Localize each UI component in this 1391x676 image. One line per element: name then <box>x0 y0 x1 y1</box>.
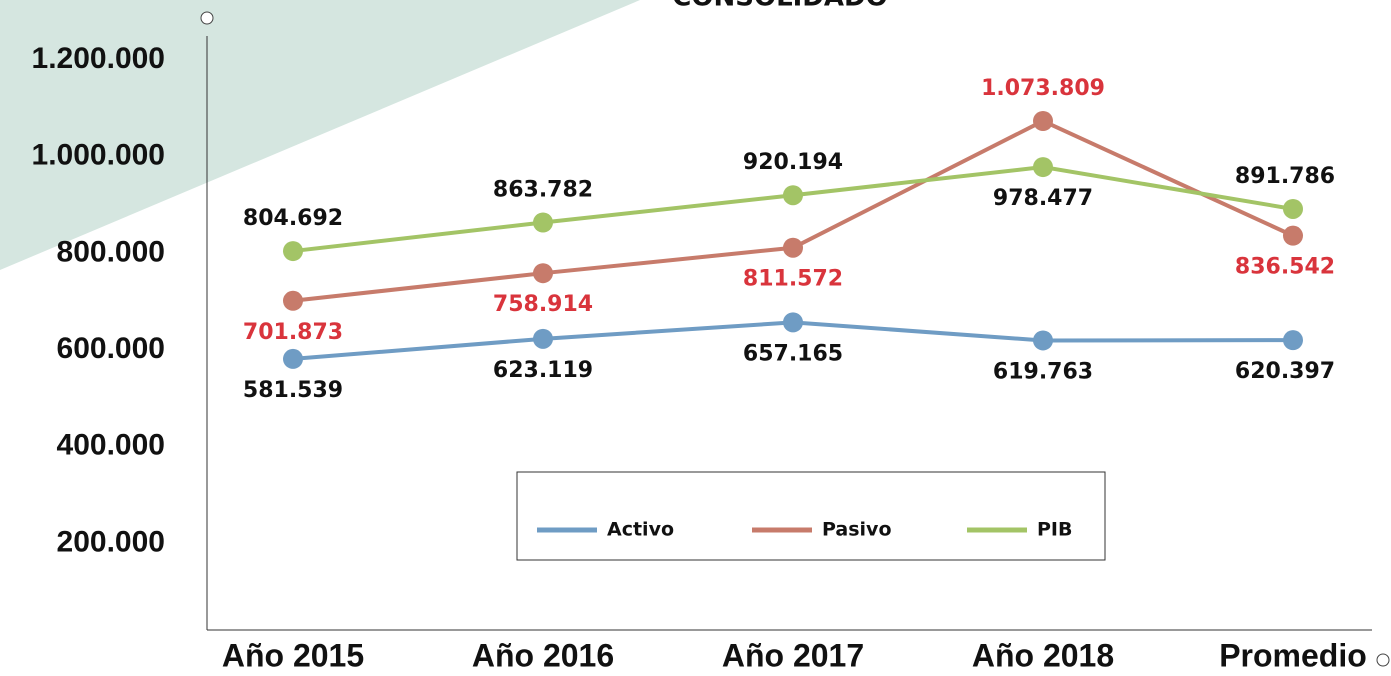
data-label: 758.914 <box>493 292 593 317</box>
data-point <box>533 263 553 283</box>
y-tick-label: 800.000 <box>57 235 165 268</box>
x-tick-label: Año 2015 <box>222 637 364 673</box>
data-label: 920.194 <box>743 150 843 175</box>
data-label: 891.786 <box>1235 164 1335 189</box>
data-point <box>783 312 803 332</box>
axis-end <box>1377 654 1389 666</box>
data-label: 619.763 <box>993 359 1093 384</box>
data-point <box>783 185 803 205</box>
data-label: 623.119 <box>493 358 593 383</box>
legend-label: Activo <box>607 519 674 541</box>
legend-label: Pasivo <box>822 519 892 541</box>
legend <box>517 472 1105 560</box>
x-tick-label: Año 2016 <box>472 637 614 673</box>
data-point <box>283 241 303 261</box>
data-point <box>533 329 553 349</box>
chart: CONSOLIDADO 200.000 400.000 600.000 800.000… <box>0 0 1391 676</box>
data-label: 836.542 <box>1235 255 1335 280</box>
data-point <box>283 349 303 369</box>
data-label: 657.165 <box>743 341 843 366</box>
axis-end <box>201 12 213 24</box>
data-point <box>283 291 303 311</box>
y-tick-label: 200.000 <box>57 525 165 558</box>
data-point <box>1033 157 1053 177</box>
x-tick-label: Promedio <box>1219 637 1367 673</box>
data-point <box>1283 330 1303 350</box>
x-tick-label: Año 2017 <box>722 637 864 673</box>
data-point <box>1283 226 1303 246</box>
y-tick-label: 600.000 <box>57 332 165 365</box>
data-point <box>783 238 803 258</box>
data-point <box>1033 330 1053 350</box>
data-label: 581.539 <box>243 378 343 403</box>
data-label: 1.073.809 <box>981 76 1105 101</box>
data-label: 811.572 <box>743 267 843 292</box>
y-tick-label: 400.000 <box>57 429 165 462</box>
data-label: 620.397 <box>1235 359 1335 384</box>
x-tick-label: Año 2018 <box>972 637 1114 673</box>
data-label: 701.873 <box>243 320 343 345</box>
y-tick-label: 1.000.000 <box>32 139 165 172</box>
chart-title: CONSOLIDADO <box>672 0 887 13</box>
data-point <box>533 213 553 233</box>
y-tick-label: 1.200.000 <box>32 42 165 75</box>
data-point <box>1033 111 1053 131</box>
data-point <box>1283 199 1303 219</box>
data-label: 863.782 <box>493 178 593 203</box>
data-label: 978.477 <box>993 186 1093 211</box>
data-label: 804.692 <box>243 206 343 231</box>
legend-label: PIB <box>1037 519 1072 541</box>
